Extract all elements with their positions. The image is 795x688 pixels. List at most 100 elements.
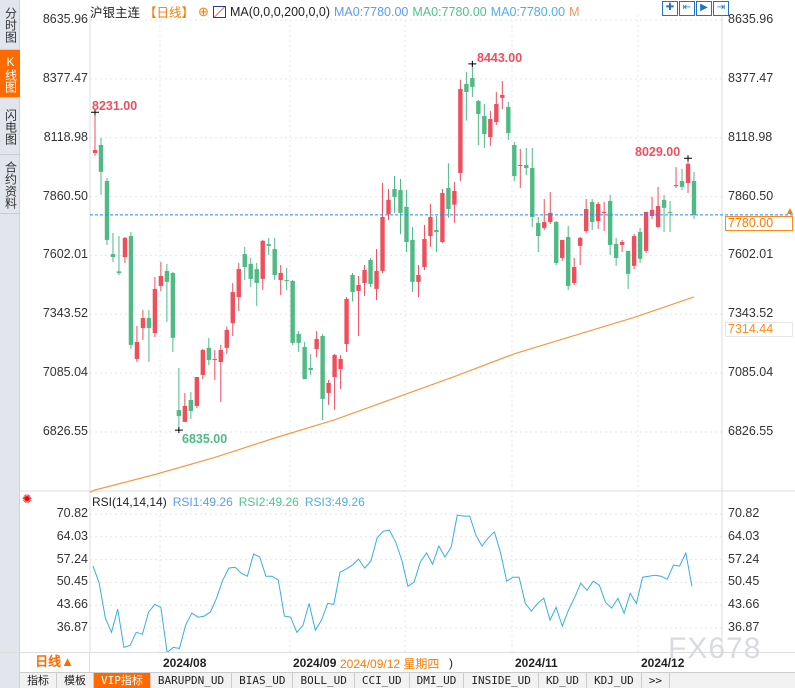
date-axis: 2024/08 2024/09 2024/11 2024/12 ) <box>0 652 795 672</box>
crosshair-icon[interactable]: ✚ <box>662 1 678 16</box>
ma-params: MA(0,0,0,200,0,0) <box>229 4 330 19</box>
ma-more-label[interactable]: M <box>569 4 580 19</box>
tab-templates[interactable]: 模板 <box>57 673 94 688</box>
tab-barupdn[interactable]: BARUPDN_UD <box>151 673 233 688</box>
candle-up <box>583 208 589 232</box>
candle-up <box>494 104 499 122</box>
candle-down <box>104 180 110 240</box>
recent-high-marker <box>684 155 693 162</box>
peak-annotation: 8443.00 <box>477 51 523 65</box>
indicator-settings-icon[interactable]: ✺ <box>22 492 33 506</box>
tab-kline[interactable]: K线图 <box>0 50 20 98</box>
candle-down <box>464 83 469 92</box>
candle-up <box>643 211 649 251</box>
price-axis-label-left: 8635.96 <box>42 12 88 26</box>
rsi-title: RSI(14,14,14) <box>92 495 167 509</box>
tab-kdj[interactable]: KDJ_UD <box>587 673 642 688</box>
candle-up <box>92 150 98 153</box>
candle-down <box>613 244 619 258</box>
tab-inside[interactable]: INSIDE_UD <box>464 673 539 688</box>
price-axis-label: 7343.52 <box>728 306 774 321</box>
candle-down <box>392 188 397 197</box>
candle-up <box>595 203 601 222</box>
candle-up <box>362 270 367 283</box>
rsi-axis-label-left: 36.87 <box>56 620 88 634</box>
candle-up <box>488 119 493 138</box>
sidebar: 分时图 K线图 闪电图 合约资料 <box>0 0 20 688</box>
candle-down <box>410 239 415 282</box>
tab-intraday[interactable]: 分时图 <box>0 0 20 50</box>
candle-up <box>560 239 565 258</box>
candle-down <box>368 259 373 284</box>
candle-up <box>422 239 427 268</box>
price-axis-label-left: 7860.50 <box>42 188 88 203</box>
candle-up <box>380 216 385 271</box>
candle-up <box>631 236 637 266</box>
rsi-axis-label: 50.45 <box>728 574 760 589</box>
candle-up <box>230 292 235 324</box>
candle-up <box>500 94 505 98</box>
ma-last-label: 7314.44 <box>725 321 793 337</box>
price-axis-label: 6826.55 <box>728 424 774 438</box>
candle-down <box>667 211 673 213</box>
tab-vip-indicators[interactable]: VIP指标 <box>94 673 151 688</box>
tab-bias[interactable]: BIAS_UD <box>232 673 294 688</box>
candle-down <box>524 165 529 168</box>
candle-down <box>110 254 116 258</box>
candle-up <box>278 272 283 281</box>
candle-down <box>589 201 595 222</box>
candle-up <box>134 341 140 360</box>
ma-value-3: MA0:7780.00 <box>490 4 566 19</box>
price-axis-label: 7860.50 <box>728 188 774 203</box>
candle-down <box>350 275 355 293</box>
candle-down <box>320 336 325 399</box>
candle-down <box>290 280 295 343</box>
candle-down <box>470 78 475 87</box>
rsi-axis-label-left: 70.82 <box>56 506 88 520</box>
ma200-line <box>89 296 695 493</box>
tab-dmi[interactable]: DMI_UD <box>410 673 465 688</box>
candle-down <box>661 199 667 208</box>
ma-value-2: MA0:7780.00 <box>412 4 487 19</box>
zoom-fit-icon[interactable]: ⇤ <box>679 1 695 16</box>
candle-up <box>356 285 361 291</box>
candle-up <box>332 354 337 378</box>
tab-contract-info[interactable]: 合约资料 <box>0 156 20 214</box>
candle-down <box>308 367 313 370</box>
date-tick: 2024/09 <box>293 656 337 670</box>
candle-up <box>122 237 128 258</box>
rsi-axis-label-left: 57.24 <box>56 551 88 566</box>
candle-down <box>679 180 685 187</box>
rsi-line <box>92 514 693 654</box>
tab-flash[interactable]: 闪电图 <box>0 99 20 155</box>
tab-kd[interactable]: KD_UD <box>539 673 588 688</box>
play-icon[interactable]: ▶ <box>696 1 712 16</box>
tabs-more-button[interactable]: >> <box>642 673 671 688</box>
rsi-axis-label: 36.87 <box>728 620 760 634</box>
rsi3-value: RSI3:49.26 <box>304 495 365 509</box>
period-selector[interactable]: 日线▲ <box>20 652 90 672</box>
rsi-axis-label: 64.03 <box>728 528 760 543</box>
candle-down <box>691 180 697 215</box>
tab-indicators[interactable]: 指标 <box>20 673 57 688</box>
candle-down <box>188 400 194 411</box>
low-annotation: 6835.00 <box>182 432 228 446</box>
candle-down <box>272 249 277 276</box>
candle-down <box>506 106 511 133</box>
candle-up <box>518 165 523 167</box>
tab-cci[interactable]: CCI_UD <box>355 673 410 688</box>
exit-icon[interactable]: ⇥ <box>713 1 729 16</box>
rsi-axis-label: 70.82 <box>728 506 760 520</box>
tab-boll[interactable]: BOLL_UD <box>293 673 355 688</box>
peak-marker <box>468 60 477 67</box>
ma-chart-icon[interactable] <box>212 5 226 18</box>
ma-value-1: MA0:7780.00 <box>334 4 409 19</box>
candle-down <box>116 271 122 273</box>
candle-up <box>542 221 547 228</box>
add-indicator-icon[interactable]: ⊕ <box>198 3 209 19</box>
low-marker <box>174 427 183 434</box>
date-tick: 2024/08 <box>163 656 207 670</box>
price-axis-label: 7085.04 <box>728 365 774 380</box>
high-annotation: 8231.00 <box>92 99 138 113</box>
